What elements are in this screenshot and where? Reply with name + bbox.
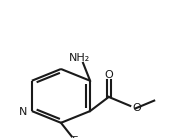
Text: O: O: [132, 104, 141, 113]
Text: N: N: [19, 108, 27, 117]
Text: NH₂: NH₂: [69, 53, 90, 63]
Text: F: F: [72, 136, 78, 138]
Text: O: O: [104, 70, 113, 80]
